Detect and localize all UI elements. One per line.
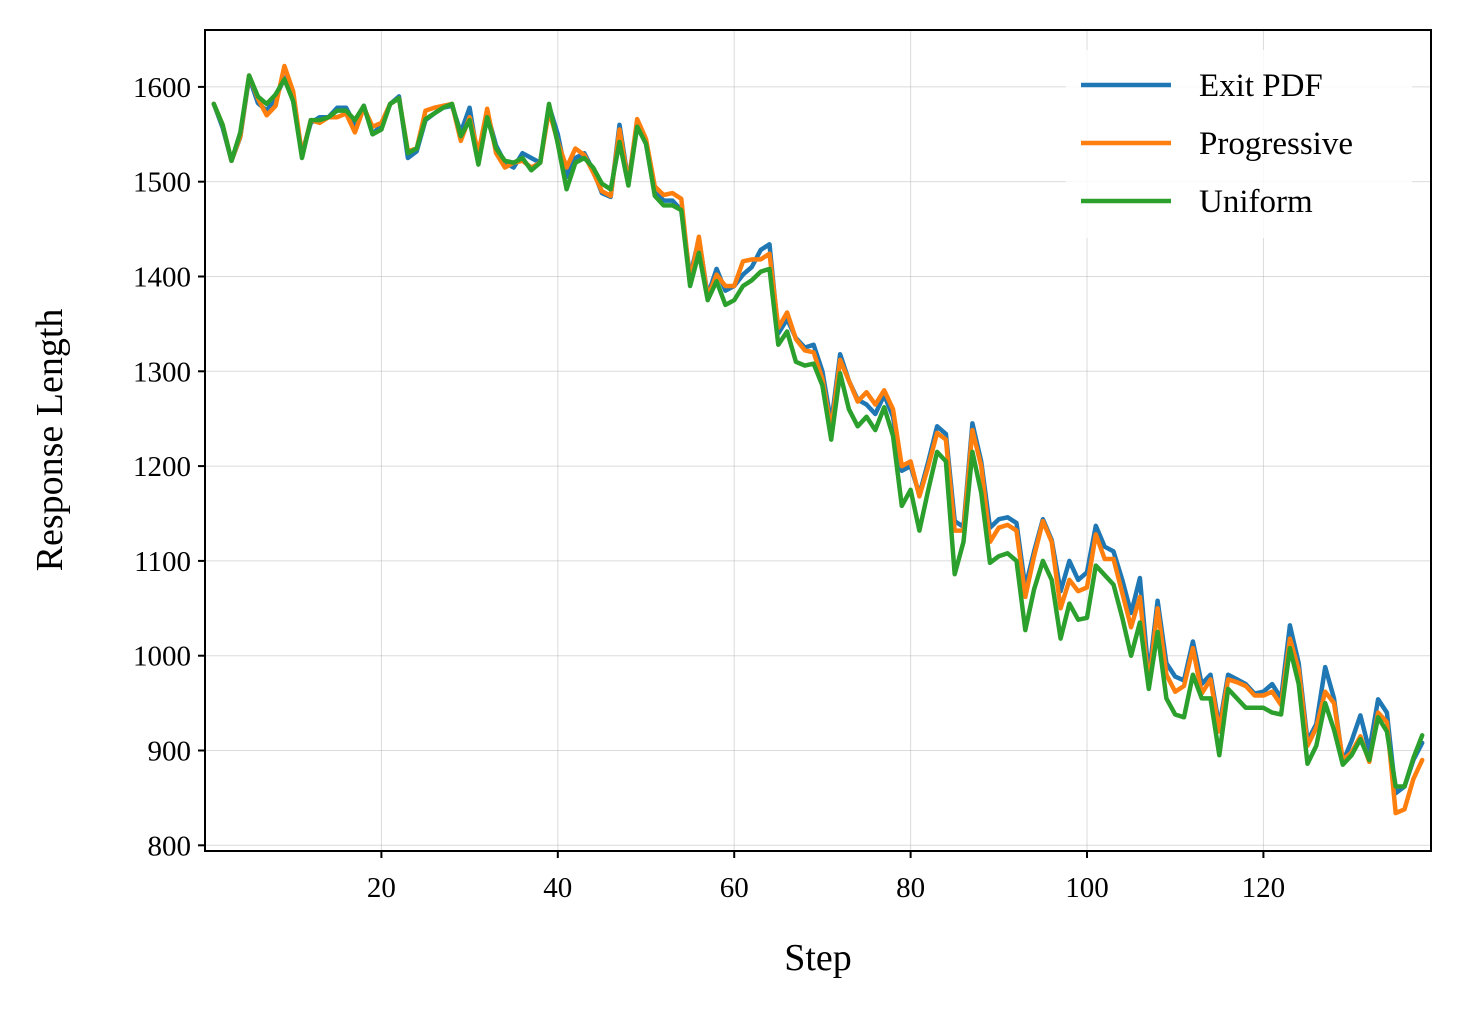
x-tick-label: 40 bbox=[543, 872, 572, 904]
x-tick-label: 120 bbox=[1242, 872, 1286, 904]
axis-ticks: 20 40 60 80 100 120 800 900 1000 1100 1200 1300 1400… bbox=[133, 72, 1285, 904]
y-tick-label: 800 bbox=[148, 830, 192, 862]
x-tick-label: 100 bbox=[1065, 872, 1109, 904]
y-tick-label: 1100 bbox=[134, 546, 191, 578]
legend: Exit PDF Progressive Uniform bbox=[1066, 50, 1412, 238]
y-tick-label: 1000 bbox=[133, 641, 191, 673]
y-tick-label: 1200 bbox=[133, 451, 191, 483]
legend-label-progressive: Progressive bbox=[1199, 126, 1353, 162]
x-tick-label: 80 bbox=[896, 872, 925, 904]
series-lines bbox=[211, 63, 1425, 816]
series-line-uniform bbox=[211, 73, 1425, 789]
y-tick-label: 1600 bbox=[133, 72, 191, 104]
x-tick-label: 60 bbox=[720, 872, 749, 904]
x-axis-title: Step bbox=[784, 937, 852, 979]
legend-label-exit-pdf: Exit PDF bbox=[1199, 68, 1323, 104]
x-tick-label: 20 bbox=[367, 872, 396, 904]
y-tick-label: 1500 bbox=[133, 167, 191, 199]
y-tick-label: 1300 bbox=[133, 356, 191, 388]
y-tick-label: 1400 bbox=[133, 261, 191, 293]
plot-frame bbox=[204, 29, 1432, 852]
y-axis-title: Response Length bbox=[29, 309, 71, 572]
y-tick-label: 900 bbox=[148, 736, 192, 768]
legend-label-uniform: Uniform bbox=[1199, 184, 1313, 220]
